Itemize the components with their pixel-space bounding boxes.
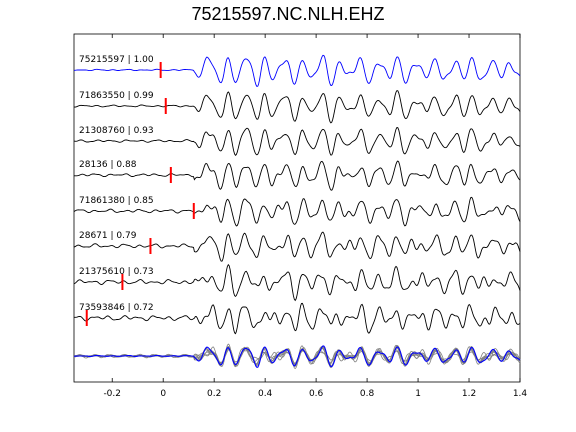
pick-marker-group xyxy=(85,62,195,326)
trace-label: 28136 | 0.88 xyxy=(79,160,137,170)
trace-label: 75215597 | 1.00 xyxy=(79,55,154,65)
x-tick-label: 1.2 xyxy=(462,389,476,399)
plot-area xyxy=(73,33,521,383)
stacked-reference-trace xyxy=(74,345,521,368)
x-tick-label: 1.4 xyxy=(513,389,528,399)
x-tick-label: 0.2 xyxy=(207,389,221,399)
waveform-trace xyxy=(73,90,521,124)
stacked-overlay-group xyxy=(73,343,521,370)
waveform-trace xyxy=(73,263,521,302)
x-tick-label: 1 xyxy=(415,389,421,399)
x-tick-label: 0 xyxy=(160,389,166,399)
waveform-trace xyxy=(74,302,521,335)
trace-label: 21375610 | 0.73 xyxy=(79,267,154,277)
trace-group xyxy=(73,54,521,335)
x-tick-label: 0.4 xyxy=(258,389,273,399)
waveform-trace xyxy=(73,196,521,227)
trace-label: 21308760 | 0.93 xyxy=(79,126,154,136)
trace-label: 73593846 | 0.72 xyxy=(79,303,154,313)
x-tick-label: 0.8 xyxy=(360,389,375,399)
trace-label: 28671 | 0.79 xyxy=(79,231,137,241)
trace-label-group: 75215597 | 1.00 71863550 | 0.99 21308760 |… xyxy=(79,55,154,313)
x-tick-label: 0.6 xyxy=(309,389,324,399)
waveform-trace xyxy=(73,126,521,156)
trace-label: 71863550 | 0.99 xyxy=(79,91,154,101)
chart-title: 75215597.NC.NLH.EHZ xyxy=(191,4,385,24)
x-tick-label: -0.2 xyxy=(103,389,121,399)
waveform-trace xyxy=(74,160,521,191)
waveform-trace xyxy=(73,231,521,262)
x-axis-ticks: -0.2 0 0.2 0.4 0.6 0.8 1 1.2 1.4 xyxy=(103,34,527,399)
waveform-trace xyxy=(74,54,521,88)
trace-label: 71861380 | 0.85 xyxy=(79,196,154,206)
